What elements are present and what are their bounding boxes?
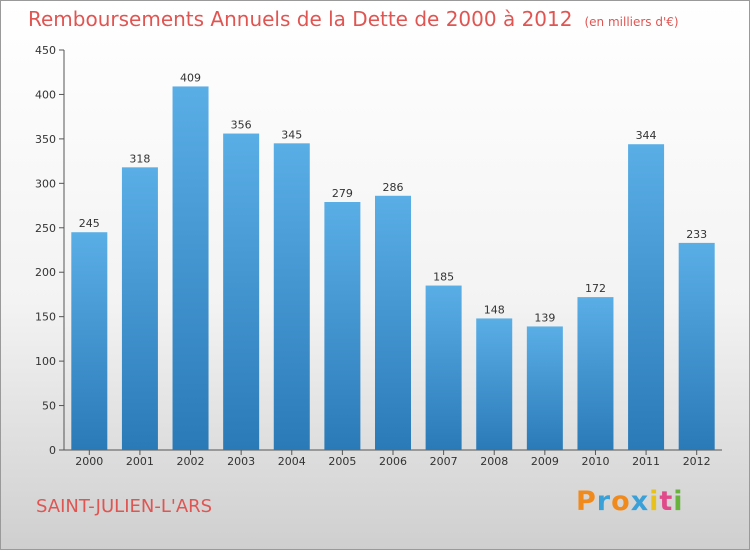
y-tick-label: 450 (35, 44, 56, 57)
x-axis: 2000 2001 2002 2003 2004 2005 2006 2007 2008 2009… (64, 449, 722, 468)
bar-value-label: 345 (281, 128, 302, 141)
y-axis: 0 50 100 150 200 250 300 350 400 450 (35, 44, 65, 457)
bar-value-label: 233 (686, 228, 707, 241)
logo-letter: t (659, 486, 674, 517)
x-tick-label: 2001 (126, 455, 154, 468)
x-tick-label: 2005 (328, 455, 356, 468)
x-tick-label: 2007 (430, 455, 458, 468)
bar-value-label: 318 (129, 152, 150, 165)
x-tick-label: 2011 (632, 455, 660, 468)
x-tick-label: 2000 (75, 455, 103, 468)
logo-letter: o (611, 486, 631, 517)
chart-title-text: Remboursements Annuels de la Dette de 20… (28, 7, 573, 31)
logo-letter: r (596, 486, 612, 517)
bar (476, 318, 513, 450)
bar (678, 242, 715, 450)
bar (526, 326, 563, 450)
bar-value-label: 356 (231, 119, 252, 132)
chart-title: Remboursements Annuels de la Dette de 20… (28, 7, 679, 31)
logo-letter: x (630, 486, 650, 517)
y-tick-label: 300 (35, 177, 56, 190)
x-tick-label: 2010 (581, 455, 609, 468)
bar (628, 144, 665, 450)
bar-value-label: 286 (383, 181, 404, 194)
y-tick-label: 250 (35, 222, 56, 235)
x-tick-label: 2002 (177, 455, 205, 468)
bar-value-label: 148 (484, 303, 505, 316)
chart-subtitle: (en milliers d'€) (584, 15, 679, 29)
logo-letter: P (576, 486, 597, 517)
bar-value-label: 344 (636, 129, 657, 142)
bar-value-label: 172 (585, 282, 606, 295)
bar (375, 195, 411, 450)
bar (223, 133, 260, 451)
y-tick-label: 0 (49, 444, 56, 457)
bar (324, 202, 361, 450)
x-tick-label: 2008 (480, 455, 508, 468)
bar (577, 297, 614, 450)
bar-value-label: 185 (433, 271, 454, 284)
x-tick-label: 2012 (683, 455, 711, 468)
x-tick-label: 2006 (379, 455, 407, 468)
bar-value-label: 139 (534, 311, 555, 324)
bar (71, 232, 108, 450)
proxiti-logo: Proxiti (576, 486, 684, 517)
y-tick-label: 350 (35, 133, 56, 146)
y-tick-label: 200 (35, 266, 56, 279)
bar (121, 167, 158, 451)
x-tick-label: 2009 (531, 455, 559, 468)
bar-value-label: 409 (180, 71, 201, 84)
bars-group: 245 318 409 356 345 279 286 185 148 139 172 344 233 (71, 71, 715, 451)
bar-value-label: 279 (332, 187, 353, 200)
y-tick-label: 50 (42, 400, 56, 413)
y-tick-label: 100 (35, 355, 56, 368)
x-tick-label: 2003 (227, 455, 255, 468)
y-tick-label: 400 (35, 88, 56, 101)
logo-letter: i (673, 486, 684, 517)
bar (273, 143, 310, 451)
bar-value-label: 245 (79, 217, 100, 230)
x-tick-label: 2004 (278, 455, 306, 468)
y-tick-label: 150 (35, 311, 56, 324)
bar (172, 86, 209, 450)
logo-letter: i (649, 486, 660, 517)
commune-name: SAINT-JULIEN-L'ARS (36, 496, 213, 517)
bar (425, 285, 462, 450)
